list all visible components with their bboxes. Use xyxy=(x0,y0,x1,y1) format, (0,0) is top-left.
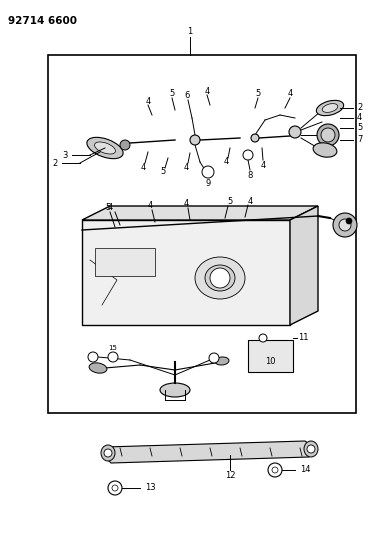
Text: 5: 5 xyxy=(357,124,362,133)
Circle shape xyxy=(243,150,253,160)
Bar xyxy=(248,340,293,372)
Text: 1: 1 xyxy=(187,28,192,36)
Circle shape xyxy=(120,140,130,150)
Circle shape xyxy=(251,134,259,142)
Text: 11: 11 xyxy=(298,333,308,342)
Text: 7: 7 xyxy=(357,135,363,144)
Ellipse shape xyxy=(195,257,245,299)
Ellipse shape xyxy=(304,441,318,457)
Text: 5: 5 xyxy=(256,90,261,99)
Text: 9: 9 xyxy=(206,179,211,188)
Ellipse shape xyxy=(313,143,337,157)
Circle shape xyxy=(108,352,118,362)
Text: 13: 13 xyxy=(145,483,156,492)
Circle shape xyxy=(202,166,214,178)
Text: 5: 5 xyxy=(228,198,233,206)
Polygon shape xyxy=(105,441,313,463)
Circle shape xyxy=(346,218,352,224)
Circle shape xyxy=(210,268,230,288)
Text: 15: 15 xyxy=(109,345,117,351)
Circle shape xyxy=(339,219,351,231)
Ellipse shape xyxy=(87,138,123,159)
Circle shape xyxy=(88,352,98,362)
Bar xyxy=(95,248,155,276)
Text: 4: 4 xyxy=(223,157,229,166)
Circle shape xyxy=(209,353,219,363)
Circle shape xyxy=(104,449,112,457)
Text: 4: 4 xyxy=(287,90,293,99)
Circle shape xyxy=(307,445,315,453)
Ellipse shape xyxy=(321,128,335,142)
Text: 4: 4 xyxy=(357,114,362,123)
Text: 5: 5 xyxy=(106,204,111,213)
Text: 92714 6600: 92714 6600 xyxy=(8,16,77,26)
Circle shape xyxy=(268,463,282,477)
Polygon shape xyxy=(290,206,318,325)
Circle shape xyxy=(272,467,278,473)
Circle shape xyxy=(259,334,267,342)
Text: 12: 12 xyxy=(225,471,235,480)
Text: 4: 4 xyxy=(260,160,266,169)
Circle shape xyxy=(190,135,200,145)
Ellipse shape xyxy=(160,383,190,397)
Ellipse shape xyxy=(101,445,115,461)
Text: 5: 5 xyxy=(160,167,166,176)
Text: 3: 3 xyxy=(63,150,68,159)
Ellipse shape xyxy=(94,142,116,154)
Circle shape xyxy=(108,481,122,495)
Bar xyxy=(48,55,356,413)
Circle shape xyxy=(112,485,118,491)
Circle shape xyxy=(289,126,301,138)
Text: 6: 6 xyxy=(184,91,190,100)
Text: 4: 4 xyxy=(108,204,113,213)
Ellipse shape xyxy=(322,103,338,112)
Text: 14: 14 xyxy=(300,465,310,474)
Text: 4: 4 xyxy=(204,86,210,95)
Text: 4: 4 xyxy=(184,199,189,208)
Polygon shape xyxy=(82,220,290,325)
Text: 2: 2 xyxy=(53,158,58,167)
Text: 10: 10 xyxy=(265,358,275,367)
Text: 4: 4 xyxy=(145,96,151,106)
Ellipse shape xyxy=(205,265,235,291)
Polygon shape xyxy=(82,206,318,220)
Text: 4: 4 xyxy=(184,163,189,172)
Ellipse shape xyxy=(89,363,107,373)
Circle shape xyxy=(333,213,357,237)
Text: 5: 5 xyxy=(169,90,175,99)
Text: 4: 4 xyxy=(140,163,145,172)
Text: 4: 4 xyxy=(147,201,153,211)
Text: 4: 4 xyxy=(247,197,253,206)
Ellipse shape xyxy=(317,124,339,146)
Text: 8: 8 xyxy=(247,171,253,180)
Ellipse shape xyxy=(316,100,344,116)
Text: 2: 2 xyxy=(357,103,362,112)
Ellipse shape xyxy=(215,357,229,365)
